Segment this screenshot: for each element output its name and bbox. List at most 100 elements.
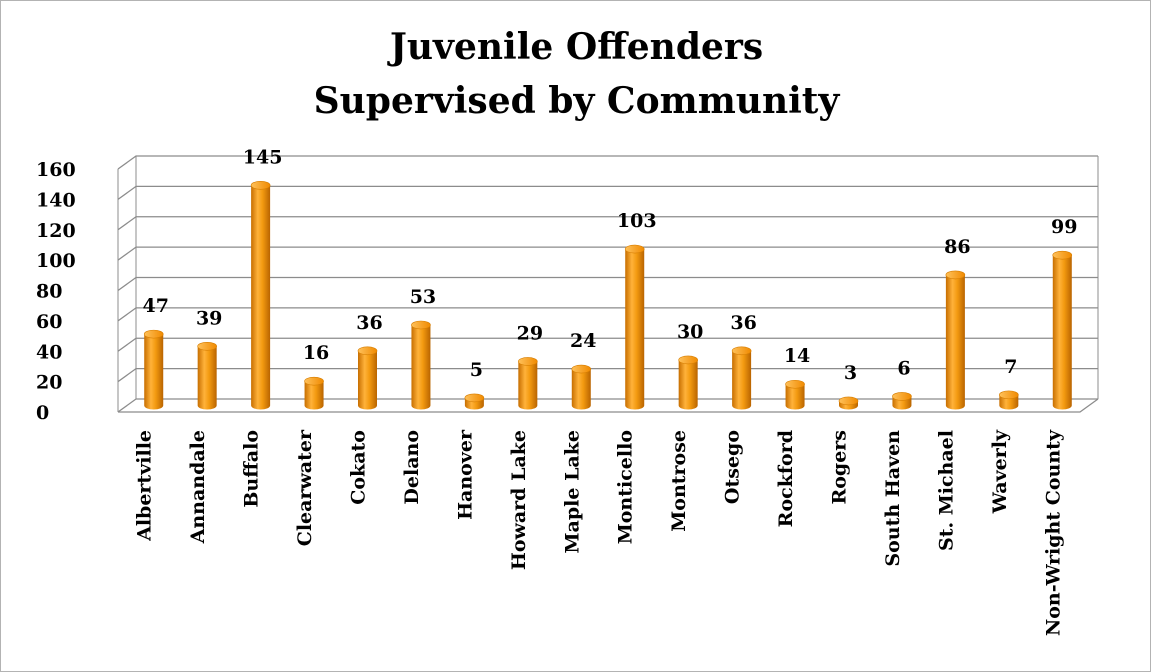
value-label: 53: [410, 286, 436, 308]
bar: [785, 379, 805, 410]
bar-cap: [197, 341, 217, 351]
bar-body: [1052, 255, 1072, 410]
bar-body: [625, 249, 645, 410]
bar: [464, 393, 485, 410]
bar: [518, 357, 538, 410]
bar-body: [144, 334, 164, 410]
bar: [250, 180, 271, 410]
value-label: 36: [356, 312, 382, 334]
bar-cap: [999, 390, 1019, 400]
bar-cap: [464, 393, 485, 403]
gridlines: [117, 155, 1099, 413]
value-label: 103: [617, 210, 657, 232]
bar: [999, 390, 1019, 410]
bar-cap: [250, 180, 271, 190]
bar: [892, 392, 912, 410]
gridline: [117, 367, 1098, 383]
bar-cap: [892, 392, 912, 401]
gridline: [117, 185, 1098, 200]
bar-cap: [945, 270, 966, 280]
bar-cap: [518, 357, 538, 366]
gridline: [117, 276, 1098, 292]
gridline: [117, 307, 1098, 322]
x-axis-labels: Albertville Annandale Buffalo Clearwater Cok…: [134, 429, 1065, 636]
value-label: 6: [897, 357, 910, 379]
bar-body: [304, 381, 324, 410]
y-tick-label: 160: [36, 159, 76, 181]
value-label: 47: [142, 295, 168, 317]
value-label: 39: [196, 307, 222, 329]
bar-cap: [838, 396, 859, 406]
bar: [678, 355, 698, 410]
bar-cap: [411, 320, 431, 330]
floor-edge: [118, 398, 1099, 413]
bar-cap: [678, 355, 698, 365]
bar-body: [785, 384, 805, 410]
bar-body: [411, 325, 431, 410]
value-label: 3: [844, 362, 857, 384]
bar: [571, 364, 592, 410]
bar-body: [197, 346, 217, 410]
bar: [143, 329, 164, 410]
y-tick-label: 140: [36, 189, 76, 211]
value-label: 36: [730, 312, 756, 334]
x-tick-label: Delano: [401, 430, 423, 505]
value-label: 5: [470, 359, 483, 381]
bar: [197, 341, 217, 410]
bar-body: [732, 350, 752, 410]
bar: [945, 270, 966, 410]
gridline: [117, 398, 1098, 413]
bar-cap: [143, 329, 164, 339]
bar-cap: [785, 379, 805, 389]
chart-title-line-1: Juvenile Offenders: [389, 26, 764, 68]
chart-title-line-2: Supervised by Community: [313, 80, 840, 122]
bar: [1052, 250, 1073, 410]
x-tick-label: Cokato: [348, 430, 370, 505]
x-tick-label: Montrose: [668, 430, 690, 532]
gridline: [117, 337, 1098, 352]
x-tick-label: Albertville: [134, 430, 156, 542]
y-tick-label: 60: [36, 311, 62, 333]
x-tick-label: Waverly: [989, 429, 1011, 514]
bar-body: [518, 361, 538, 410]
bar: [731, 346, 752, 410]
y-tick-label: 100: [36, 250, 76, 272]
bar: [411, 320, 431, 410]
y-tick-label: 120: [36, 220, 76, 242]
y-tick-label: 80: [36, 281, 62, 303]
bar: [838, 396, 859, 410]
bar-body: [251, 185, 271, 410]
bar-body: [945, 274, 965, 410]
x-tick-label: Clearwater: [294, 429, 316, 546]
value-label: 145: [243, 146, 283, 168]
bar-body: [678, 359, 698, 410]
bar-cap: [571, 364, 592, 374]
value-label: 86: [944, 236, 970, 258]
value-label: 29: [517, 322, 543, 344]
bars: [143, 180, 1073, 410]
bar: [357, 346, 378, 410]
x-tick-label: Hanover: [454, 429, 476, 520]
x-tick-label: Monticello: [615, 430, 637, 544]
bar-body: [358, 350, 377, 410]
x-tick-label: Non-Wright County: [1042, 429, 1064, 636]
value-label: 99: [1051, 216, 1077, 238]
x-tick-label: St. Michael: [935, 430, 957, 551]
bar: [624, 244, 645, 410]
bar: [304, 376, 324, 410]
value-label: 7: [1004, 356, 1017, 378]
value-label: 24: [570, 330, 596, 352]
gridline: [117, 155, 1098, 170]
y-tick-label: 20: [36, 372, 62, 394]
x-tick-label: Otsego: [722, 430, 744, 504]
x-tick-label: Rockford: [775, 430, 797, 527]
y-axis-ticks: 0 20 40 60 80 100 120 140 160: [36, 159, 76, 424]
bar-cap: [1052, 250, 1073, 260]
x-tick-label: Annandale: [187, 430, 209, 544]
x-tick-label: Howard Lake: [508, 430, 530, 570]
x-tick-label: Maple Lake: [561, 430, 583, 553]
bar-body: [571, 369, 591, 410]
bar-cap: [624, 244, 645, 254]
bar-cap: [304, 376, 324, 386]
